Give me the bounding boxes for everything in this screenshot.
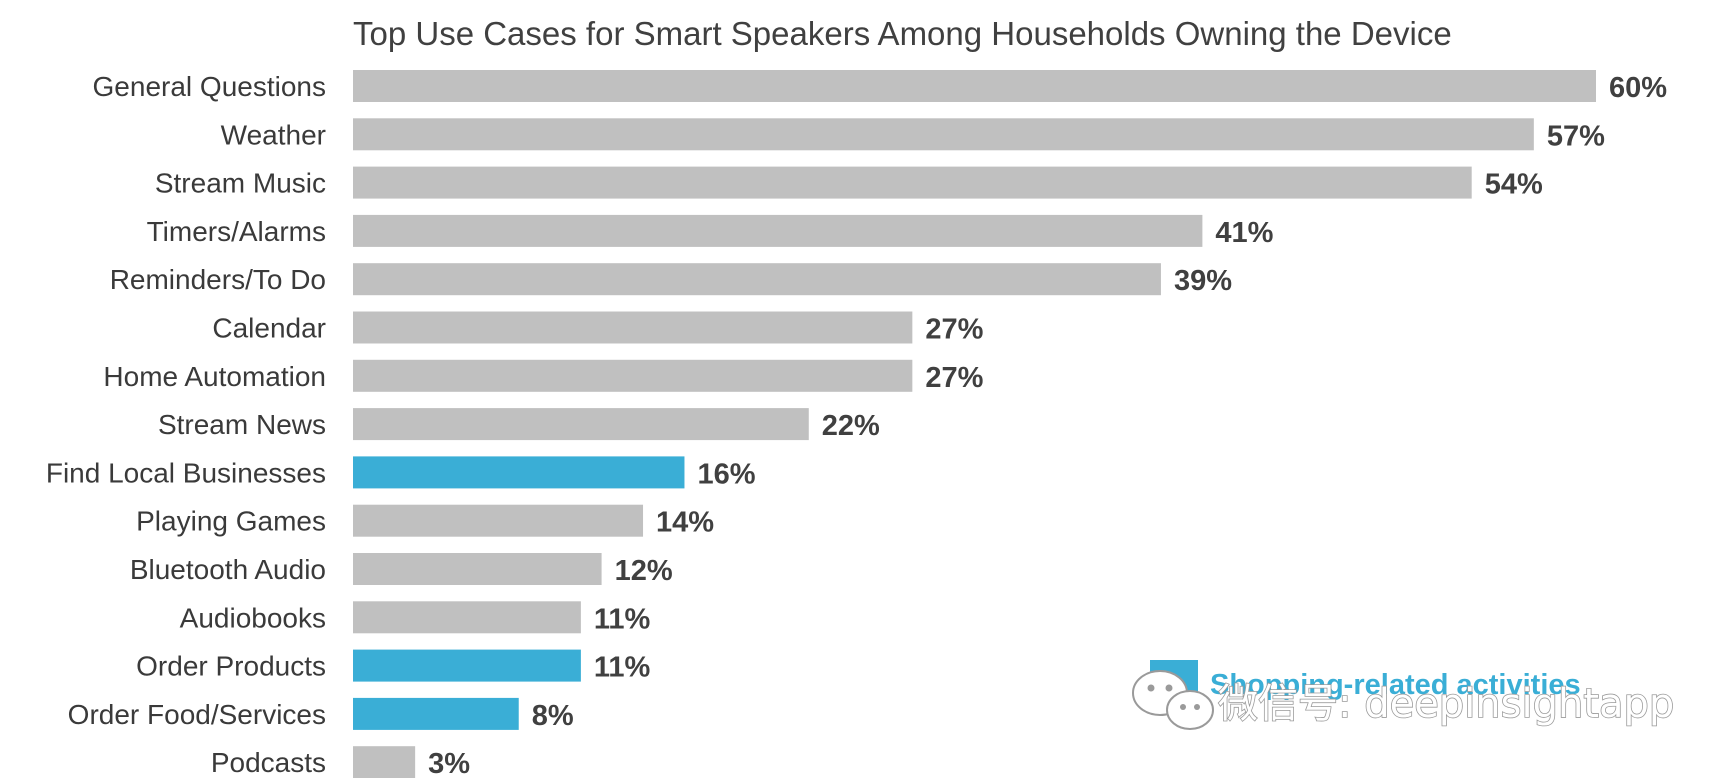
- legend-label: Shopping-related activities: [1210, 669, 1581, 701]
- value-label-stream-music: 54%: [1485, 169, 1543, 201]
- category-label-stream-music: Stream Music: [155, 168, 326, 199]
- wechat-icon: [1132, 670, 1214, 730]
- value-label-stream-news: 22%: [822, 410, 880, 442]
- watermark: 微信号: deepinsightapp: [1132, 670, 1675, 730]
- value-label-podcasts: 3%: [428, 748, 470, 778]
- category-label-timers-alarms: Timers/Alarms: [147, 216, 326, 247]
- bar-bluetooth-audio: [353, 553, 602, 585]
- value-label-reminders-to-do: 39%: [1174, 265, 1232, 297]
- value-label-order-products: 11%: [594, 652, 651, 684]
- category-label-stream-news: Stream News: [158, 409, 326, 440]
- category-label-order-products: Order Products: [136, 651, 326, 682]
- value-label-weather: 57%: [1547, 120, 1605, 152]
- category-label-audiobooks: Audiobooks: [180, 602, 326, 633]
- category-label-weather: Weather: [221, 119, 326, 150]
- value-label-find-local-businesses: 16%: [697, 458, 755, 490]
- value-label-general-questions: 60%: [1609, 72, 1667, 104]
- bar-weather: [353, 118, 1534, 151]
- bar-reminders-to-do: [353, 263, 1161, 296]
- bar-timers-alarms: [353, 214, 1203, 247]
- bar-home-automation: [353, 359, 913, 392]
- bar-calendar: [353, 311, 913, 344]
- bar-general-questions: [353, 70, 1596, 102]
- value-label-calendar: 27%: [925, 314, 983, 346]
- bar-order-food-services: [353, 697, 519, 730]
- bar-stream-news: [353, 408, 809, 441]
- value-label-playing-games: 14%: [656, 507, 714, 539]
- value-label-audiobooks: 11%: [594, 603, 651, 635]
- watermark-text: 微信号: deepinsightapp: [1218, 681, 1674, 727]
- value-labels-group: 60%57%54% 41% 39% 27% 27% 22% 16% 14% 12% 11% 11% 8…: [428, 72, 1667, 778]
- category-label-bluetooth-audio: Bluetooth Audio: [130, 554, 326, 585]
- bar-playing-games: [353, 504, 644, 537]
- category-label-playing-games: Playing Games: [136, 506, 326, 537]
- category-label-general-questions: General Questions: [93, 71, 326, 102]
- category-label-podcasts: Podcasts: [211, 747, 326, 778]
- category-label-order-food-services: Order Food/Services: [68, 699, 326, 730]
- value-label-home-automation: 27%: [925, 362, 983, 394]
- category-label-reminders-to-do: Reminders/To Do: [110, 264, 326, 295]
- bar-audiobooks: [353, 601, 581, 634]
- value-label-bluetooth-audio: 12%: [615, 555, 673, 587]
- bar-find-local-businesses: [353, 456, 685, 489]
- bars-group: [353, 70, 1596, 778]
- bar-order-products: [353, 649, 581, 682]
- category-label-find-local-businesses: Find Local Businesses: [46, 457, 326, 488]
- category-label-home-automation: Home Automation: [103, 361, 326, 392]
- value-label-timers-alarms: 41%: [1215, 217, 1273, 249]
- chart-title: Top Use Cases for Smart Speakers Among H…: [353, 15, 1452, 52]
- bar-podcasts: [353, 746, 416, 778]
- bar-stream-music: [353, 166, 1472, 199]
- value-label-order-food-services: 8%: [532, 700, 574, 732]
- category-label-calendar: Calendar: [212, 313, 326, 344]
- category-labels-group: General Questions Weather Stream Music Time…: [46, 71, 326, 778]
